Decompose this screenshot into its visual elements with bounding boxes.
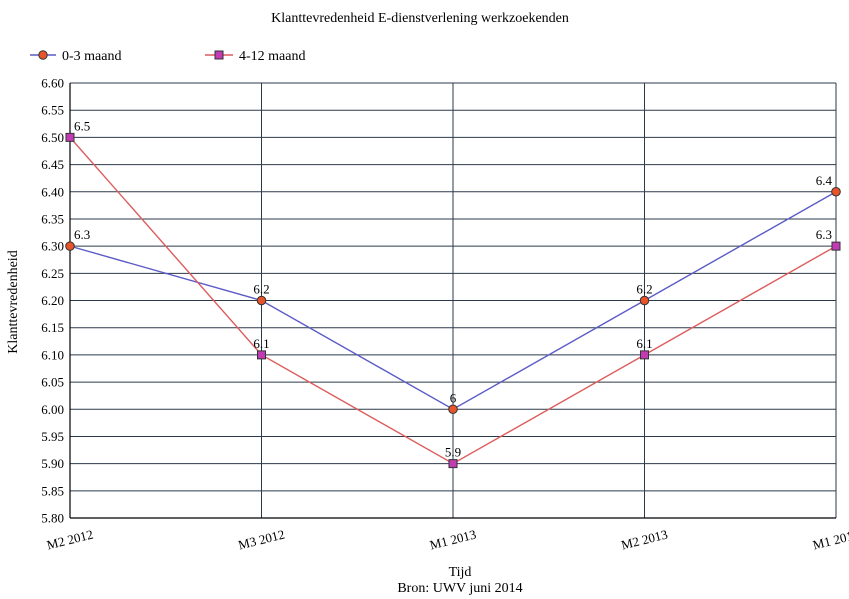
- legend-item-1: 4-12 maand: [205, 49, 305, 64]
- data-point-s0-2: [448, 404, 458, 415]
- y-tick-label: 6.10: [41, 347, 64, 362]
- y-tick-label: 6.35: [41, 211, 64, 226]
- y-axis-label: Klanttevredenheid: [6, 250, 21, 353]
- x-tick-label: M1 2014: [811, 526, 849, 552]
- legend-item-0: 0-3 maand: [30, 49, 121, 64]
- data-point-s0-1: [256, 295, 267, 306]
- data-label-s0-0: 6.3: [74, 227, 90, 242]
- grid: [69, 82, 837, 519]
- data-label-s0-4: 6.4: [816, 173, 833, 188]
- y-tick-label: 6.50: [41, 130, 64, 145]
- data-label-s0-3: 6.2: [636, 282, 652, 297]
- data-label-s1-4: 6.3: [816, 227, 832, 242]
- data-labels: 6.3 6.2 6 6.2 6.4 6.5 6.1 5.9 6.1 6.3: [74, 118, 833, 459]
- y-tick-label: 6.45: [41, 157, 64, 172]
- series: [65, 132, 841, 469]
- data-label-s1-1: 6.1: [253, 336, 269, 351]
- data-point-s1-1: [257, 350, 266, 360]
- x-tick-label: M2 2012: [45, 527, 95, 553]
- data-label-s0-2: 6: [450, 390, 457, 405]
- data-point-s1-2: [448, 459, 458, 469]
- y-tick-label: 6.30: [41, 239, 64, 254]
- data-point-s0-3: [639, 295, 650, 306]
- y-tick-label: 5.80: [41, 511, 64, 526]
- y-tick-label: 6.00: [41, 402, 64, 417]
- data-label-s1-2: 5.9: [445, 445, 461, 460]
- chart-title: Klanttevredenheid E-dienstverlening werk…: [271, 11, 569, 26]
- data-point-s1-0: [65, 132, 75, 142]
- data-point-s1-4: [831, 241, 841, 251]
- x-tick-label: M2 2013: [620, 527, 670, 553]
- y-tick-label: 5.95: [41, 429, 64, 444]
- legend: 0-3 maand 4-12 maand: [30, 49, 305, 64]
- y-tick-label: 6.05: [41, 375, 64, 390]
- x-tick-label: M3 2012: [237, 527, 287, 553]
- legend-label-0: 0-3 maand: [62, 49, 121, 64]
- data-point-s0-4: [831, 186, 841, 197]
- data-label-s1-3: 6.1: [636, 336, 652, 351]
- data-point-s1-3: [640, 350, 649, 360]
- y-tick-label: 6.55: [41, 103, 64, 118]
- y-tick-label: 6.20: [41, 293, 64, 308]
- y-tick-label: 6.60: [41, 76, 64, 91]
- y-tick-label: 6.25: [41, 266, 64, 281]
- legend-marker-0: [38, 50, 48, 60]
- source-note: Bron: UWV juni 2014: [397, 581, 522, 596]
- data-label-s0-1: 6.2: [253, 282, 269, 297]
- y-tick-label: 5.90: [41, 456, 64, 471]
- data-point-s0-0: [65, 241, 75, 251]
- data-label-s1-0: 6.5: [74, 118, 90, 133]
- x-axis-label: Tijd: [449, 565, 472, 580]
- axes: 5.805.855.905.956.006.056.106.156.206.25…: [41, 76, 849, 553]
- y-tick-label: 5.85: [41, 483, 64, 498]
- y-tick-label: 6.40: [41, 184, 64, 199]
- legend-marker-1: [214, 50, 224, 60]
- legend-label-1: 4-12 maand: [239, 49, 305, 64]
- x-tick-label: M1 2013: [428, 527, 478, 553]
- y-tick-label: 6.15: [41, 320, 64, 335]
